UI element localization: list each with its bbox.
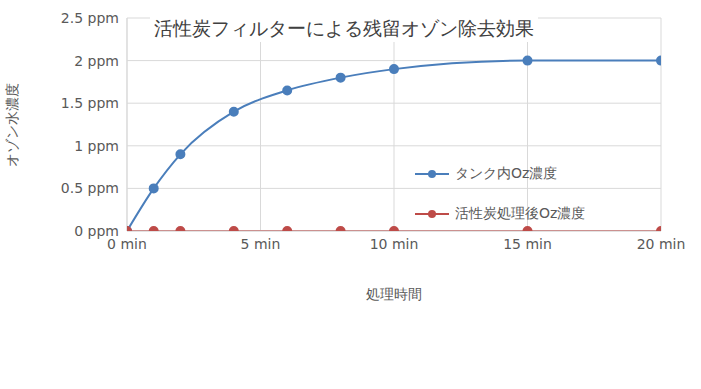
html-text:活性炭フィルターによる残留オゾン除去効果: 活性炭フィルターによる残留オゾン除去効果 <box>154 17 534 39</box>
svg-text:0 min: 0 min <box>107 235 147 252</box>
svg-text:1.5 ppm: 1.5 ppm <box>61 95 119 111</box>
svg-text:処理時間: 処理時間 <box>366 286 422 302</box>
svg-text:0.5 ppm: 0.5 ppm <box>61 180 119 196</box>
svg-text:10 min: 10 min <box>370 236 419 252</box>
svg-text:5 min: 5 min <box>241 236 281 252</box>
svg-text:20 min: 20 min <box>637 236 686 252</box>
svg-text:1 ppm: 1 ppm <box>74 138 119 154</box>
svg-text:2 ppm: 2 ppm <box>74 53 119 69</box>
svg-text:0 ppm: 0 ppm <box>74 223 119 239</box>
html-text:タンク内Oz濃度: タンク内Oz濃度 <box>455 165 558 181</box>
svg-text:15 min: 15 min <box>503 236 552 252</box>
html-text:活性炭処理後Oz濃度: 活性炭処理後Oz濃度 <box>455 205 586 221</box>
svg-text:オゾン水濃度: オゾン水濃度 <box>8 83 20 167</box>
svg-text:2.5 ppm: 2.5 ppm <box>61 10 119 26</box>
